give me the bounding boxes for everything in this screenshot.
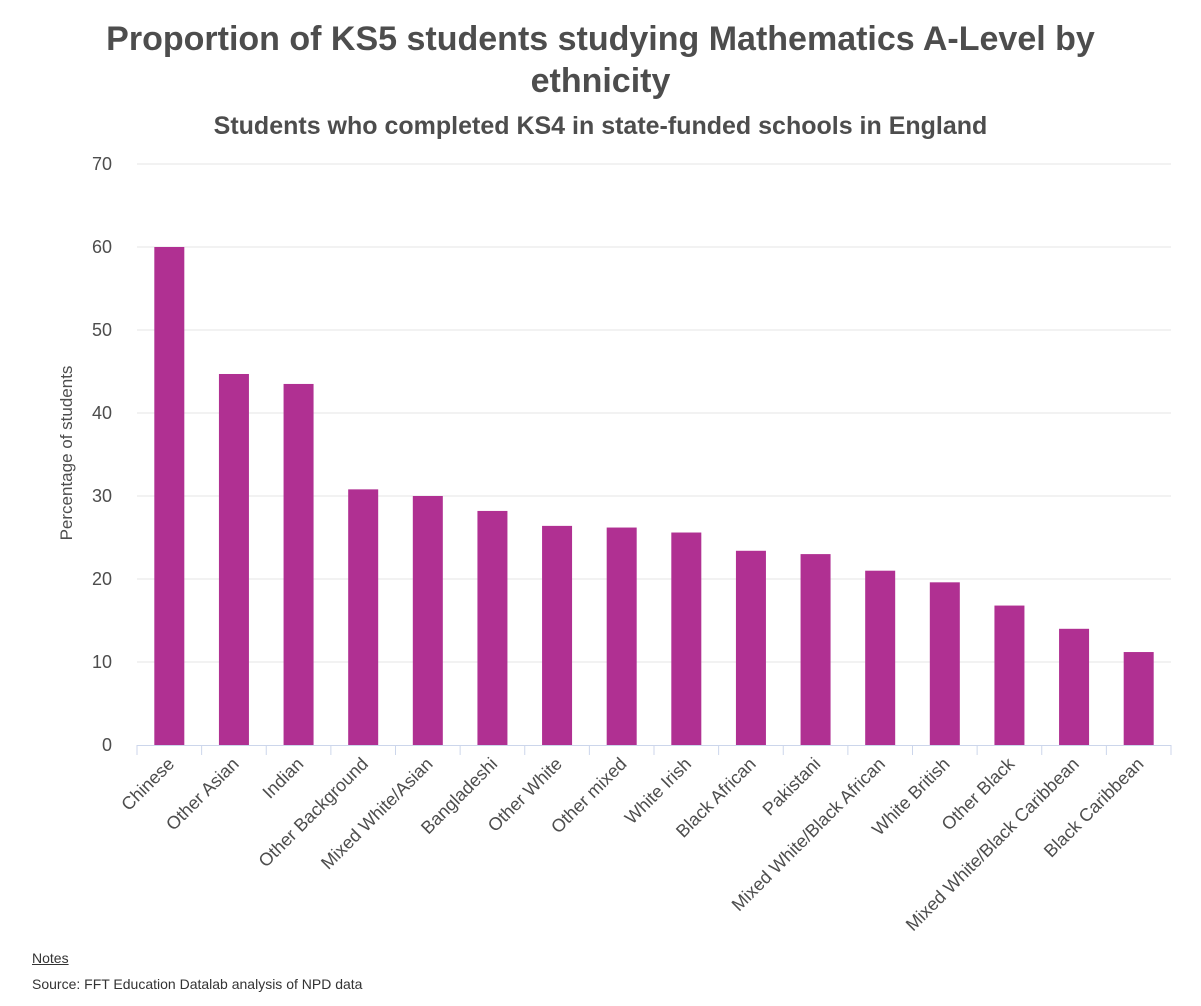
y-tick-label: 40: [92, 403, 112, 423]
bar[interactable]: [477, 510, 508, 745]
chart-subtitle: Students who completed KS4 in state-fund…: [213, 112, 988, 140]
source-text: Source: FFT Education Datalab analysis o…: [32, 976, 363, 992]
bar[interactable]: [283, 383, 314, 745]
y-axis-title: Percentage of students: [57, 366, 76, 541]
y-tick-label: 60: [92, 237, 112, 257]
y-tick-label: 20: [92, 569, 112, 589]
bar[interactable]: [929, 582, 960, 745]
chart-title: Proportion of KS5 students studying Math…: [106, 20, 1095, 100]
bar[interactable]: [606, 527, 637, 745]
y-tick-label: 30: [92, 486, 112, 506]
x-tick-label: Chinese: [117, 754, 178, 815]
x-tick-label: Mixed White/Asian: [317, 754, 437, 874]
y-tick-label: 50: [92, 320, 112, 340]
bar[interactable]: [735, 550, 766, 745]
bar[interactable]: [1123, 652, 1154, 745]
x-tick-label: Pakistani: [759, 754, 825, 820]
bar[interactable]: [154, 247, 185, 745]
x-tick-label: Other Background: [255, 754, 372, 871]
notes-link[interactable]: Notes: [32, 950, 69, 966]
y-axis-ticks: 0 10 20 30 40 50 60 70: [92, 154, 112, 755]
bar[interactable]: [412, 496, 443, 745]
bar[interactable]: [1059, 628, 1090, 745]
x-axis: [136, 745, 1172, 755]
y-tick-label: 70: [92, 154, 112, 174]
y-tick-label: 0: [102, 735, 112, 755]
bar[interactable]: [348, 489, 379, 745]
bar[interactable]: [994, 605, 1025, 745]
bar[interactable]: [542, 525, 573, 745]
bar[interactable]: [800, 554, 831, 745]
bar[interactable]: [218, 373, 249, 745]
bars: [154, 247, 1154, 745]
bar[interactable]: [865, 570, 896, 745]
y-tick-label: 10: [92, 652, 112, 672]
x-tick-label: Indian: [259, 754, 308, 803]
bar[interactable]: [671, 532, 702, 745]
